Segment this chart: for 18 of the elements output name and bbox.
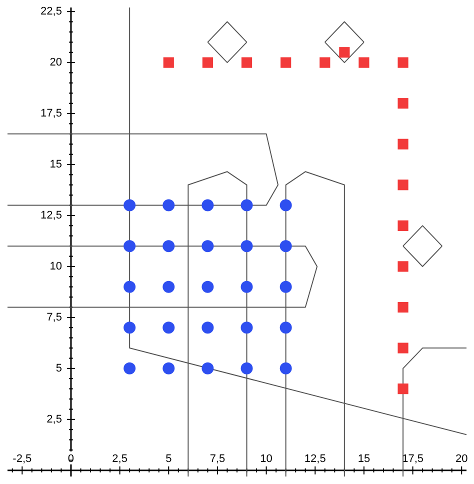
y-tick-label: 2,5 [46, 413, 62, 426]
y-tick-label: 20 [50, 56, 62, 69]
x-tick-label: 12,5 [304, 452, 326, 465]
x-tick-label: 15 [358, 452, 370, 465]
y-tick-label: 15 [50, 158, 62, 171]
x-tick-label: 20 [455, 452, 468, 465]
y-tick-label: 12,5 [40, 210, 62, 222]
x-tick-label: -2,5 [12, 452, 32, 465]
y-tick-label: 5 [56, 362, 62, 374]
y-tick-label: 22,5 [40, 6, 62, 18]
y-tick-label: 7,5 [46, 311, 62, 324]
x-tick-label: 2,5 [112, 452, 128, 465]
x-tick-label: 17,5 [402, 452, 424, 465]
x-tick-label: 5 [166, 452, 172, 465]
x-tick-label: 10 [260, 452, 272, 465]
x-tick-label: 7,5 [210, 452, 226, 465]
y-tick-label: 17,5 [40, 108, 62, 120]
y-tick-label: 10 [50, 260, 62, 272]
